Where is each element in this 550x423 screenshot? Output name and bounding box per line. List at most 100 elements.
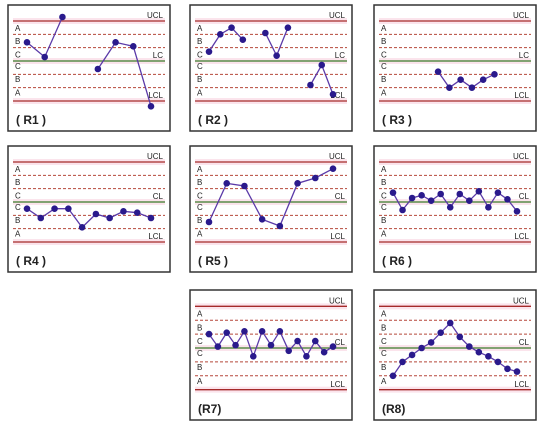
control-label: CL [519, 338, 530, 347]
chart-frame [373, 4, 537, 132]
data-point [262, 29, 269, 37]
zone-label: A [381, 24, 387, 33]
zone-label: C [15, 62, 21, 71]
data-point [437, 329, 444, 337]
data-point [285, 347, 293, 355]
chart-frame [7, 145, 171, 273]
data-point [311, 337, 319, 345]
data-point [437, 190, 444, 198]
data-point [51, 205, 58, 212]
zone-label: A [15, 229, 21, 238]
zone-label: B [381, 178, 386, 187]
data-point [223, 329, 231, 337]
zone-label: B [197, 178, 202, 187]
data-point [106, 214, 113, 222]
data-point [120, 208, 127, 215]
data-point [427, 197, 435, 204]
data-point [294, 180, 301, 187]
data-point [446, 84, 453, 91]
data-point [513, 208, 521, 215]
zone-label: C [381, 62, 387, 71]
control-label: CL [335, 338, 346, 347]
chart-frame [373, 289, 537, 421]
chart-title: ( R2 ) [198, 113, 228, 127]
control-label: CL [335, 192, 346, 201]
control-label: LCL [514, 380, 529, 389]
zone-label: B [381, 363, 386, 372]
control-label: LCL [330, 232, 345, 241]
data-point [457, 76, 464, 83]
data-point [59, 13, 66, 21]
chart-title: ( R6 ) [382, 254, 412, 268]
data-point [147, 103, 155, 110]
zone-label: C [197, 50, 203, 59]
zone-label: C [197, 62, 203, 71]
zone-label: C [197, 203, 203, 212]
data-point [318, 61, 326, 69]
data-point [92, 210, 100, 218]
data-point [239, 36, 247, 43]
data-point [276, 328, 284, 335]
zone-label: B [381, 216, 386, 225]
series-line [26, 208, 152, 229]
data-point [329, 343, 337, 350]
zone-label: A [197, 88, 203, 97]
series-line [97, 41, 152, 107]
chart-title: (R8) [382, 402, 405, 416]
control-label: LCL [330, 91, 345, 100]
data-point [475, 188, 483, 195]
control-label: LC [153, 51, 163, 60]
data-point [258, 216, 266, 223]
zone-label: C [381, 337, 387, 346]
zone-label: B [197, 37, 202, 46]
zone-label: B [381, 323, 386, 332]
data-point [456, 333, 464, 341]
zone-label: B [197, 323, 202, 332]
zone-label: B [15, 37, 20, 46]
data-point [434, 68, 442, 75]
data-point [276, 222, 284, 230]
data-point [214, 343, 222, 350]
control-label: UCL [147, 11, 164, 20]
zone-label: B [197, 216, 202, 225]
chart-title: ( R5 ) [198, 254, 228, 268]
zone-label: B [15, 75, 20, 84]
data-point [427, 339, 435, 346]
zone-label: C [381, 203, 387, 212]
zone-label: C [381, 50, 387, 59]
data-point [389, 189, 397, 196]
data-point [446, 319, 454, 327]
zone-label: A [381, 165, 387, 174]
data-point [456, 190, 464, 198]
data-point [329, 165, 337, 172]
data-point [223, 180, 231, 187]
zone-label: C [197, 349, 203, 358]
data-point [494, 189, 502, 196]
control-label: LC [519, 51, 529, 60]
zone-label: A [197, 165, 203, 174]
control-label: LCL [514, 91, 529, 100]
data-point [205, 330, 213, 338]
data-point [479, 76, 487, 83]
control-label: UCL [329, 296, 346, 305]
zone-label: C [15, 191, 21, 200]
data-point [311, 174, 319, 182]
data-point [23, 205, 31, 212]
data-point [475, 348, 483, 356]
zone-label: C [381, 349, 387, 358]
data-point [466, 343, 473, 350]
data-point [418, 344, 425, 352]
data-point [494, 358, 502, 366]
data-point [513, 368, 521, 375]
control-label: CL [519, 192, 530, 201]
control-label: LC [335, 51, 345, 60]
data-point [468, 84, 476, 91]
data-point [485, 204, 492, 211]
data-point [205, 48, 213, 55]
control-label: UCL [329, 11, 346, 20]
